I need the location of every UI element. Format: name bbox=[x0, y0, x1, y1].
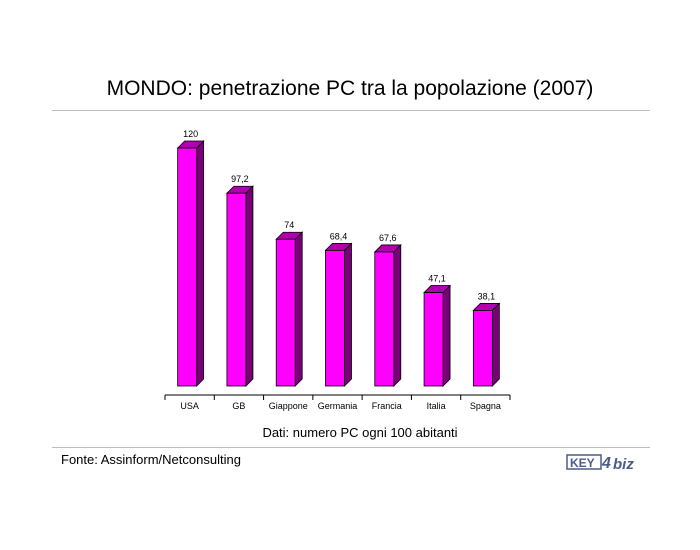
footer-divider bbox=[52, 447, 650, 448]
bar-side-face bbox=[294, 231, 303, 387]
bar-front-face bbox=[177, 147, 198, 387]
logo-key-box bbox=[566, 454, 602, 470]
bar-chart: 120 97,2 74 68,4 67,6 47,1 38,1 USA GB Giappone G… bbox=[164, 129, 511, 411]
bar-side-face bbox=[196, 140, 205, 387]
logo-mark: 4 bbox=[601, 455, 611, 472]
bar-side-face bbox=[393, 243, 402, 387]
category-label: Spagna bbox=[470, 401, 501, 411]
bar-front-face bbox=[325, 249, 345, 387]
category-label: Italia bbox=[427, 401, 446, 411]
bar-side-face bbox=[491, 302, 500, 387]
data-label: 74 bbox=[284, 220, 294, 230]
bar-italia bbox=[423, 284, 452, 387]
bar-giappone bbox=[275, 231, 304, 387]
bar-side-face bbox=[245, 185, 254, 387]
source-note: Fonte: Assinform/Netconsulting bbox=[61, 452, 241, 467]
category-labels: USA GB Giappone Germania Francia Italia Spagna bbox=[180, 401, 500, 411]
bar-side-face bbox=[442, 284, 451, 387]
logo-biz-text: biz bbox=[613, 456, 634, 473]
bar-front-face bbox=[226, 192, 247, 387]
logo-key-text: KEY bbox=[570, 456, 595, 470]
category-label: GB bbox=[232, 401, 245, 411]
bar-side-face bbox=[344, 242, 352, 387]
bar-front-face bbox=[472, 310, 493, 387]
bar-francia bbox=[373, 243, 402, 387]
data-label: 68,4 bbox=[330, 231, 348, 241]
data-label: 67,6 bbox=[379, 233, 397, 243]
chart-title: MONDO: penetrazione PC tra la popolazion… bbox=[106, 77, 594, 100]
bars-layer bbox=[176, 140, 501, 387]
data-label: 97,2 bbox=[231, 174, 249, 184]
bar-gb bbox=[225, 185, 254, 387]
x-axis-ticks bbox=[164, 395, 511, 400]
data-label: 47,1 bbox=[428, 274, 446, 284]
chart-caption: Dati: numero PC ogni 100 abitanti bbox=[262, 425, 458, 440]
bar-front-face bbox=[275, 238, 296, 387]
data-label: 120 bbox=[183, 129, 198, 139]
bar-spagna bbox=[472, 302, 501, 387]
key4biz-logo: KEY 4 biz bbox=[566, 454, 634, 473]
data-label: 38,1 bbox=[478, 291, 496, 301]
bar-germania bbox=[324, 242, 353, 387]
bar-usa bbox=[176, 140, 205, 387]
category-label: Giappone bbox=[269, 401, 308, 411]
category-label: USA bbox=[180, 401, 199, 411]
title-divider bbox=[52, 110, 650, 111]
data-labels: 120 97,2 74 68,4 67,6 47,1 38,1 bbox=[183, 129, 495, 301]
category-label: Francia bbox=[372, 401, 402, 411]
bar-front-face bbox=[374, 251, 395, 387]
category-label: Germania bbox=[318, 401, 358, 411]
bar-front-face bbox=[423, 292, 444, 387]
